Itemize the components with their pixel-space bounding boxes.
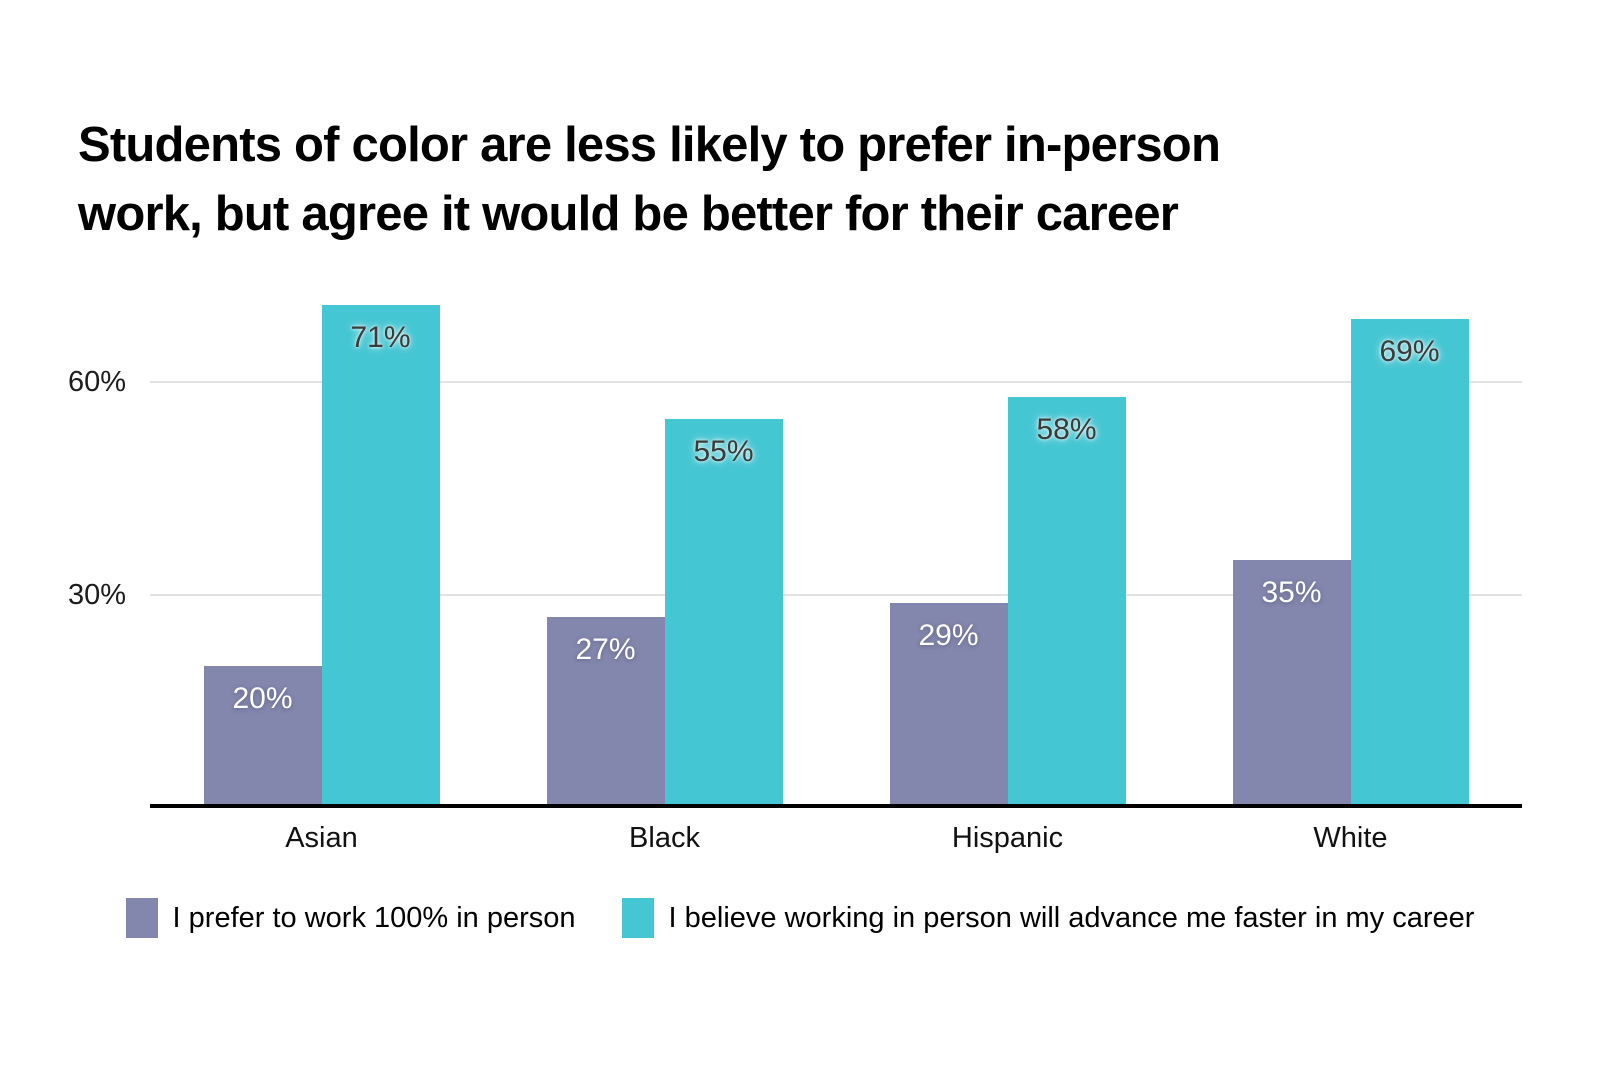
chart-title-line-2: work, but agree it would be better for t… xyxy=(78,187,1179,242)
bar-value-label: 20% xyxy=(232,682,293,716)
gridline xyxy=(150,381,1522,384)
x-axis-label-black: Black xyxy=(629,822,700,854)
bar-value-label: 55% xyxy=(693,434,754,468)
bar-value-label: 27% xyxy=(575,632,636,666)
x-axis-label-white: White xyxy=(1313,822,1388,854)
plot-area: 30% 60% 20% 71% 27% 55% 29% 58% 35% 69% xyxy=(68,277,1522,808)
bar-black-advance-career: 55% xyxy=(664,418,783,808)
bar-value-label: 29% xyxy=(918,618,979,652)
y-tick-label: 60% xyxy=(67,366,126,399)
x-axis-label-hispanic: Hispanic xyxy=(951,822,1064,854)
gridline xyxy=(150,593,1522,596)
legend-item: I believe working in person will advance… xyxy=(621,898,1475,938)
bar-hispanic-advance-career: 58% xyxy=(1007,397,1126,808)
bar-white-prefer-in-person: 35% xyxy=(1232,560,1351,808)
x-axis-labels: Asian Black Hispanic White xyxy=(150,822,1522,855)
bar-white-advance-career: 69% xyxy=(1350,319,1469,808)
bar-black-prefer-in-person: 27% xyxy=(546,616,665,808)
category-group-black: 27% 55% xyxy=(493,277,836,808)
category-group-hispanic: 29% 58% xyxy=(836,277,1179,808)
chart-legend: I prefer to work 100% in person I believe… xyxy=(0,898,1600,938)
bar-asian-prefer-in-person: 20% xyxy=(203,666,322,808)
legend-item: I prefer to work 100% in person xyxy=(125,898,576,938)
bar-value-label: 69% xyxy=(1379,335,1440,369)
legend-label: I believe working in person will advance… xyxy=(668,901,1475,934)
x-axis-label-asian: Asian xyxy=(285,822,358,854)
legend-label: I prefer to work 100% in person xyxy=(172,901,576,934)
x-axis-line xyxy=(150,804,1522,808)
legend-swatch xyxy=(621,898,654,938)
category-group-asian: 20% 71% xyxy=(150,277,493,808)
chart-title: Students of color are less likely to pre… xyxy=(78,111,1478,250)
y-tick-label: 30% xyxy=(67,578,126,611)
bar-value-label: 71% xyxy=(350,321,411,355)
bar-value-label: 58% xyxy=(1036,413,1097,447)
chart-title-line-1: Students of color are less likely to pre… xyxy=(78,117,1221,172)
bar-asian-advance-career: 71% xyxy=(321,305,440,808)
bar-hispanic-prefer-in-person: 29% xyxy=(889,602,1008,808)
bars-row: 20% 71% 27% 55% 29% 58% 35% 69% xyxy=(150,277,1522,808)
bar-value-label: 35% xyxy=(1261,576,1322,610)
legend-swatch xyxy=(125,898,158,938)
category-group-white: 35% 69% xyxy=(1179,277,1522,808)
